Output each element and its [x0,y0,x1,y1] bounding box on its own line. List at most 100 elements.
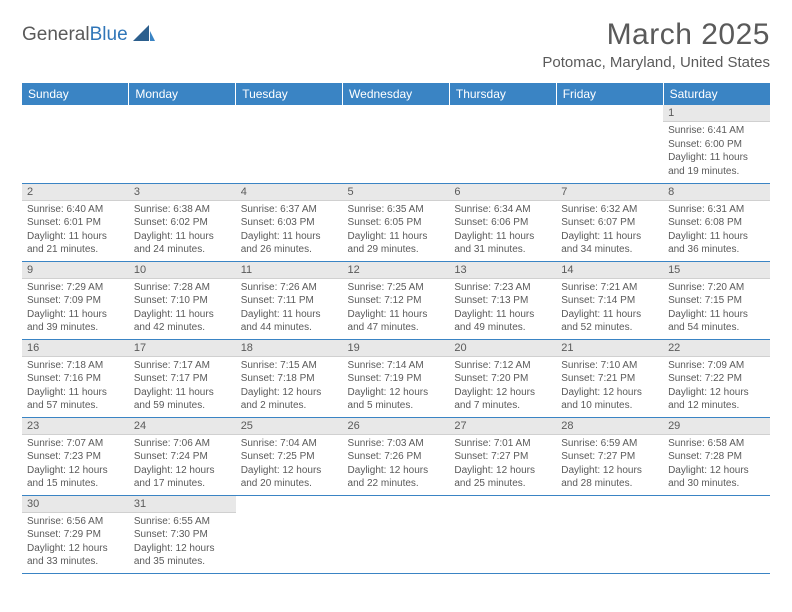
dayname-header: Thursday [449,83,556,105]
sunrise-line: Sunrise: 7:17 AM [134,359,231,373]
dayname-header: Monday [129,83,236,105]
day-number: 4 [236,184,343,201]
sunset-line: Sunset: 7:27 PM [561,450,658,464]
day-content: Sunrise: 6:59 AMSunset: 7:27 PMDaylight:… [556,435,663,495]
daylight-line: Daylight: 12 hours and 30 minutes. [668,464,765,491]
calendar-cell: 21Sunrise: 7:10 AMSunset: 7:21 PMDayligh… [556,339,663,417]
day-number: 5 [343,184,450,201]
daylight-line: Daylight: 12 hours and 17 minutes. [134,464,231,491]
calendar-row: 9Sunrise: 7:29 AMSunset: 7:09 PMDaylight… [22,261,770,339]
sunrise-line: Sunrise: 6:35 AM [348,203,445,217]
dayname-header: Tuesday [236,83,343,105]
logo-text-general: General [22,24,90,45]
day-content: Sunrise: 7:01 AMSunset: 7:27 PMDaylight:… [449,435,556,495]
sunrise-line: Sunrise: 6:40 AM [27,203,124,217]
sunrise-line: Sunrise: 7:03 AM [348,437,445,451]
sunset-line: Sunset: 7:21 PM [561,372,658,386]
calendar-row: 23Sunrise: 7:07 AMSunset: 7:23 PMDayligh… [22,417,770,495]
calendar-head: SundayMondayTuesdayWednesdayThursdayFrid… [22,83,770,105]
day-number: 20 [449,340,556,357]
sunrise-line: Sunrise: 7:26 AM [241,281,338,295]
sunrise-line: Sunrise: 7:20 AM [668,281,765,295]
sunset-line: Sunset: 7:09 PM [27,294,124,308]
calendar-cell: 4Sunrise: 6:37 AMSunset: 6:03 PMDaylight… [236,183,343,261]
daylight-line: Daylight: 11 hours and 57 minutes. [27,386,124,413]
sunrise-line: Sunrise: 6:41 AM [668,124,765,138]
daylight-line: Daylight: 12 hours and 5 minutes. [348,386,445,413]
day-content: Sunrise: 6:38 AMSunset: 6:02 PMDaylight:… [129,201,236,261]
daylight-line: Daylight: 11 hours and 42 minutes. [134,308,231,335]
calendar-cell [449,495,556,573]
sunset-line: Sunset: 7:12 PM [348,294,445,308]
calendar-cell: 19Sunrise: 7:14 AMSunset: 7:19 PMDayligh… [343,339,450,417]
day-number: 18 [236,340,343,357]
calendar-cell: 27Sunrise: 7:01 AMSunset: 7:27 PMDayligh… [449,417,556,495]
day-content: Sunrise: 6:56 AMSunset: 7:29 PMDaylight:… [22,513,129,573]
day-content: Sunrise: 7:21 AMSunset: 7:14 PMDaylight:… [556,279,663,339]
calendar-cell [556,495,663,573]
daylight-line: Daylight: 12 hours and 22 minutes. [348,464,445,491]
calendar-cell: 6Sunrise: 6:34 AMSunset: 6:06 PMDaylight… [449,183,556,261]
calendar-cell: 31Sunrise: 6:55 AMSunset: 7:30 PMDayligh… [129,495,236,573]
day-number: 26 [343,418,450,435]
sunrise-line: Sunrise: 7:25 AM [348,281,445,295]
day-content: Sunrise: 6:37 AMSunset: 6:03 PMDaylight:… [236,201,343,261]
calendar-cell [663,495,770,573]
day-content: Sunrise: 6:55 AMSunset: 7:30 PMDaylight:… [129,513,236,573]
daylight-line: Daylight: 12 hours and 28 minutes. [561,464,658,491]
day-number: 16 [22,340,129,357]
day-content: Sunrise: 7:07 AMSunset: 7:23 PMDaylight:… [22,435,129,495]
calendar-cell: 20Sunrise: 7:12 AMSunset: 7:20 PMDayligh… [449,339,556,417]
day-content: Sunrise: 7:12 AMSunset: 7:20 PMDaylight:… [449,357,556,417]
day-content: Sunrise: 7:29 AMSunset: 7:09 PMDaylight:… [22,279,129,339]
day-number: 9 [22,262,129,279]
calendar-row: 30Sunrise: 6:56 AMSunset: 7:29 PMDayligh… [22,495,770,573]
daylight-line: Daylight: 12 hours and 25 minutes. [454,464,551,491]
daylight-line: Daylight: 11 hours and 39 minutes. [27,308,124,335]
daylight-line: Daylight: 11 hours and 47 minutes. [348,308,445,335]
sunrise-line: Sunrise: 7:07 AM [27,437,124,451]
sunset-line: Sunset: 7:14 PM [561,294,658,308]
day-content: Sunrise: 6:34 AMSunset: 6:06 PMDaylight:… [449,201,556,261]
calendar-cell [556,105,663,183]
day-content: Sunrise: 7:09 AMSunset: 7:22 PMDaylight:… [663,357,770,417]
sunset-line: Sunset: 6:00 PM [668,138,765,152]
calendar-cell: 14Sunrise: 7:21 AMSunset: 7:14 PMDayligh… [556,261,663,339]
daylight-line: Daylight: 12 hours and 15 minutes. [27,464,124,491]
day-number: 10 [129,262,236,279]
dayname-header: Wednesday [343,83,450,105]
day-content: Sunrise: 7:14 AMSunset: 7:19 PMDaylight:… [343,357,450,417]
title-block: March 2025 Potomac, Maryland, United Sta… [542,18,770,71]
calendar-row: 1Sunrise: 6:41 AMSunset: 6:00 PMDaylight… [22,105,770,183]
sunrise-line: Sunrise: 6:37 AM [241,203,338,217]
dayname-header: Saturday [663,83,770,105]
daylight-line: Daylight: 12 hours and 7 minutes. [454,386,551,413]
day-content: Sunrise: 7:26 AMSunset: 7:11 PMDaylight:… [236,279,343,339]
calendar-cell: 28Sunrise: 6:59 AMSunset: 7:27 PMDayligh… [556,417,663,495]
location: Potomac, Maryland, United States [542,54,770,71]
day-number: 15 [663,262,770,279]
sunset-line: Sunset: 7:28 PM [668,450,765,464]
sunset-line: Sunset: 7:17 PM [134,372,231,386]
sunset-line: Sunset: 7:20 PM [454,372,551,386]
logo-sail-icon [133,25,155,43]
calendar-cell: 17Sunrise: 7:17 AMSunset: 7:17 PMDayligh… [129,339,236,417]
dayname-header: Friday [556,83,663,105]
daylight-line: Daylight: 12 hours and 12 minutes. [668,386,765,413]
calendar-cell: 11Sunrise: 7:26 AMSunset: 7:11 PMDayligh… [236,261,343,339]
sunrise-line: Sunrise: 6:55 AM [134,515,231,529]
sunset-line: Sunset: 7:27 PM [454,450,551,464]
day-number: 13 [449,262,556,279]
sunset-line: Sunset: 7:25 PM [241,450,338,464]
calendar-cell: 10Sunrise: 7:28 AMSunset: 7:10 PMDayligh… [129,261,236,339]
day-content: Sunrise: 7:10 AMSunset: 7:21 PMDaylight:… [556,357,663,417]
sunrise-line: Sunrise: 7:15 AM [241,359,338,373]
daylight-line: Daylight: 11 hours and 24 minutes. [134,230,231,257]
calendar-cell: 26Sunrise: 7:03 AMSunset: 7:26 PMDayligh… [343,417,450,495]
calendar-cell [343,105,450,183]
sunset-line: Sunset: 7:30 PM [134,528,231,542]
day-number: 25 [236,418,343,435]
day-number: 19 [343,340,450,357]
sunrise-line: Sunrise: 7:06 AM [134,437,231,451]
sunset-line: Sunset: 7:19 PM [348,372,445,386]
